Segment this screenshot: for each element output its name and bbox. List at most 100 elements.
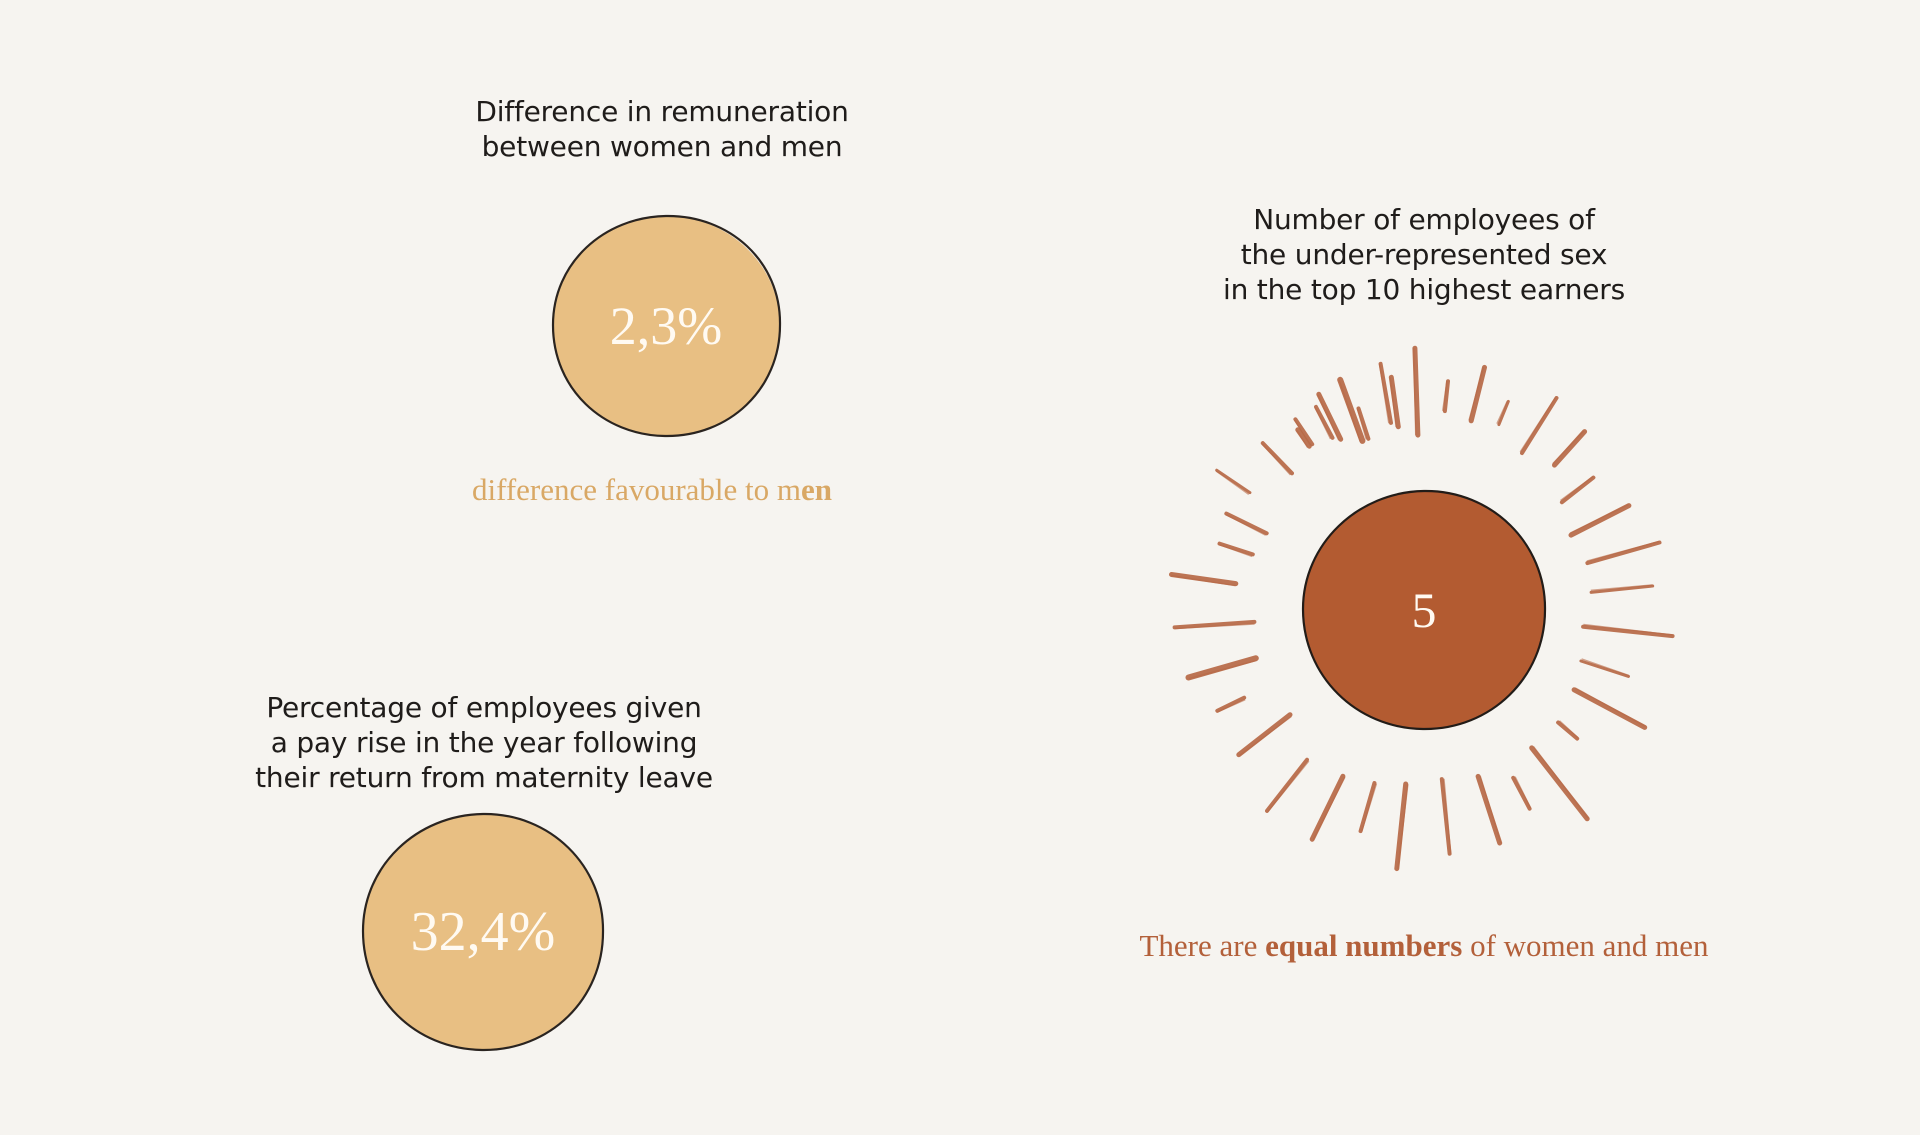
sun-ray	[1571, 687, 1648, 730]
sun-ray	[1224, 511, 1269, 536]
sun-ray-sketch	[1361, 783, 1378, 832]
sun-ray-sketch	[1559, 720, 1579, 739]
pay-rise-value: 32,4%	[410, 901, 556, 963]
top-earners-heading-line-2: the under-represented sex	[1240, 238, 1608, 271]
sun-ray-sketch	[1496, 400, 1508, 424]
sun-ray-sketch	[1397, 784, 1409, 869]
sun-ray-sketch	[1583, 623, 1673, 636]
sun-ray-sketch	[1225, 513, 1267, 536]
remuneration-caption-prefix: difference favourable to m	[471, 472, 802, 507]
sun-ray-sketch	[1188, 659, 1257, 680]
sun-ray-sketch	[1519, 397, 1557, 453]
sun-ray	[1475, 773, 1503, 846]
sun-ray	[1556, 720, 1580, 741]
sun-ray	[1442, 379, 1450, 414]
top-earners-caption-suffix: of women and men	[1462, 928, 1709, 963]
sun-ray-sketch	[1586, 540, 1660, 562]
sun-ray	[1439, 777, 1452, 856]
sun-ray-sketch	[1314, 407, 1332, 440]
sun-ray	[1337, 376, 1366, 444]
top-earners-caption: There are equal numbers of women and men	[1074, 928, 1774, 964]
sun-ray-sketch	[1171, 574, 1236, 587]
remuneration-circle: 2,3%	[549, 213, 783, 439]
sun-ray	[1293, 417, 1315, 447]
sun-ray	[1356, 406, 1371, 441]
sun-ray-sketch	[1443, 778, 1452, 854]
top-earners-circle-shape	[1301, 489, 1547, 731]
sun-ray-sketch	[1217, 699, 1246, 713]
pay-rise-heading-line-3: their return from maternity leave	[255, 761, 713, 794]
pay-rise-heading-line-2: a pay rise in the year following	[270, 726, 698, 759]
sun-ray-sketch	[1293, 419, 1311, 446]
sun-ray	[1497, 399, 1510, 427]
remuneration-caption-bold: en	[801, 472, 833, 507]
sun-ray	[1529, 745, 1590, 822]
sun-ray	[1520, 396, 1559, 456]
sun-ray	[1552, 429, 1588, 468]
sun-ray-sketch	[1479, 775, 1502, 843]
remuneration-heading-line-2: between women and men	[481, 130, 843, 163]
top-earners-heading: Number of employees of the under-represe…	[1174, 202, 1674, 307]
pay-rise-heading: Percentage of employees given a pay rise…	[234, 690, 734, 795]
sun-ray-sketch	[1312, 776, 1346, 841]
sun-ray	[1295, 427, 1312, 449]
sun-ray-sketch	[1468, 367, 1485, 421]
pay-rise-circle: 32,4%	[360, 811, 606, 1053]
sun-ray	[1172, 619, 1257, 630]
sun-ray	[1585, 540, 1662, 566]
sun-ray-sketch	[1574, 687, 1646, 728]
sun-ray	[1217, 541, 1255, 557]
sun-ray	[1559, 475, 1596, 505]
top-earners-circle: 5	[1300, 488, 1548, 732]
sun-ray	[1169, 572, 1239, 587]
sun-ray-sketch	[1442, 381, 1448, 411]
sun-ray-sketch	[1514, 776, 1532, 809]
sun-ray	[1260, 441, 1294, 476]
sun-ray-sketch	[1218, 543, 1253, 558]
sun-ray	[1185, 655, 1259, 681]
sun-ray-sketch	[1338, 379, 1362, 442]
top-earners-caption-prefix: There are	[1139, 928, 1266, 963]
sun-ray	[1358, 781, 1377, 834]
sun-ray	[1265, 757, 1309, 813]
sun-ray-sketch	[1261, 443, 1291, 476]
sun-ray-sketch	[1215, 470, 1250, 495]
top-earners-heading-line-3: in the top 10 highest earners	[1222, 273, 1625, 306]
sun-ray-sketch	[1378, 363, 1390, 424]
top-earners-value: 5	[1411, 582, 1437, 638]
sun-ray	[1236, 712, 1293, 758]
sun-ray	[1579, 659, 1630, 678]
pay-rise-circle-shape	[361, 812, 605, 1052]
sun-ray-sketch	[1317, 394, 1340, 441]
sun-ray	[1581, 624, 1675, 639]
sun-ray	[1511, 775, 1532, 811]
sun-ray	[1468, 364, 1487, 424]
sun-ray	[1388, 374, 1401, 430]
sun-ray-sketch	[1267, 760, 1310, 813]
sun-ray-sketch	[1590, 584, 1653, 591]
sun-ray	[1309, 773, 1346, 842]
sun-ray-sketch	[1569, 503, 1629, 534]
sun-rays-illustration	[1169, 345, 1675, 872]
sun-ray	[1215, 695, 1247, 713]
top-earners-heading-line-1: Number of employees of	[1253, 203, 1595, 236]
sun-ray-sketch	[1581, 658, 1630, 677]
remuneration-circle-shape	[551, 214, 782, 438]
sun-ray	[1412, 345, 1421, 438]
sun-ray-sketch	[1296, 430, 1309, 448]
sun-ray	[1316, 391, 1344, 442]
sun-ray-sketch	[1239, 715, 1292, 757]
sun-ray-sketch	[1552, 430, 1585, 465]
remuneration-caption: difference favourable to men	[452, 472, 852, 508]
remuneration-value: 2,3%	[609, 296, 723, 356]
remuneration-heading-line-1: Difference in remuneration	[475, 95, 849, 128]
remuneration-heading: Difference in remuneration between women…	[462, 94, 862, 164]
sun-ray	[1568, 503, 1632, 538]
sun-ray-sketch	[1560, 476, 1594, 502]
sun-ray-sketch	[1389, 377, 1397, 428]
sun-ray-sketch	[1532, 746, 1589, 819]
sun-ray	[1394, 781, 1409, 872]
sun-ray	[1589, 584, 1655, 594]
sun-ray-sketch	[1174, 623, 1255, 630]
pay-rise-heading-line-1: Percentage of employees given	[266, 691, 702, 724]
